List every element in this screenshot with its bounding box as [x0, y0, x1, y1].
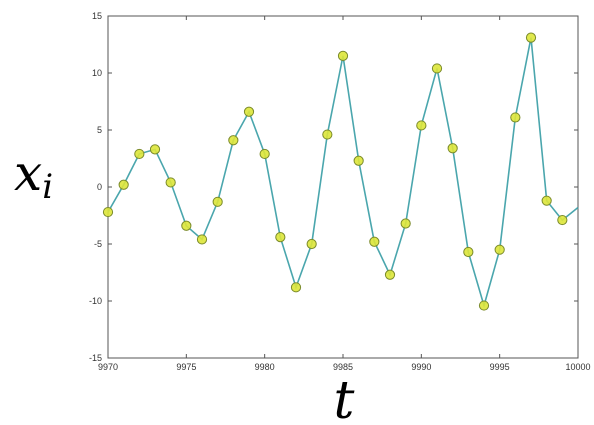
data-point [369, 236, 380, 247]
x-axis-title: t [334, 371, 355, 425]
x-tick-label: 9990 [411, 362, 431, 372]
data-point [431, 63, 443, 74]
data-point [416, 120, 427, 131]
data-point [165, 177, 176, 188]
data-point [306, 238, 317, 250]
data-point [322, 129, 333, 140]
data-point [134, 148, 145, 160]
y-axis-title: xi [14, 144, 53, 207]
data-point [337, 50, 349, 62]
data-point [478, 300, 490, 311]
data-point [196, 234, 208, 245]
data-point [510, 112, 521, 123]
data-point [353, 155, 364, 166]
data-point [212, 196, 223, 207]
data-point [149, 144, 161, 155]
x-tick-label: 10000 [565, 362, 590, 372]
x-tick-label: 9970 [98, 362, 118, 372]
data-point [557, 214, 568, 226]
series-line [107, 37, 579, 309]
data-point [259, 148, 270, 160]
data-point [463, 246, 474, 258]
data-point [400, 218, 411, 229]
y-axis-title-subscript: i [42, 167, 53, 207]
data-point [181, 220, 192, 231]
data-point [541, 195, 552, 206]
x-tick-label: 9975 [176, 362, 196, 372]
data-point [447, 143, 458, 154]
x-tick-label: 9980 [255, 362, 275, 372]
y-tick-label: -10 [89, 296, 102, 306]
data-point [494, 244, 505, 255]
marker-group [102, 32, 568, 311]
x-tick-label: 9995 [490, 362, 510, 372]
y-tick-label: 0 [97, 182, 102, 192]
data-point [228, 135, 239, 146]
y-tick-label: -15 [89, 353, 102, 363]
data-point [275, 232, 286, 243]
data-point [118, 179, 129, 190]
x-tick-label: 9985 [333, 362, 353, 372]
data-point [243, 106, 255, 117]
y-tick-label: -5 [94, 239, 102, 249]
data-point [525, 32, 537, 43]
data-point [384, 269, 396, 280]
y-axis-title-main: x [14, 144, 42, 202]
y-tick-label: 15 [92, 11, 102, 21]
y-tick-label: 10 [92, 68, 102, 78]
y-tick-label: 5 [97, 125, 102, 135]
data-point [102, 206, 114, 218]
tick-group: 9970 9975 9980 9985 9990 9995 10000 -15 -10 -5 0 5 1… [89, 11, 591, 372]
data-point [290, 282, 302, 293]
